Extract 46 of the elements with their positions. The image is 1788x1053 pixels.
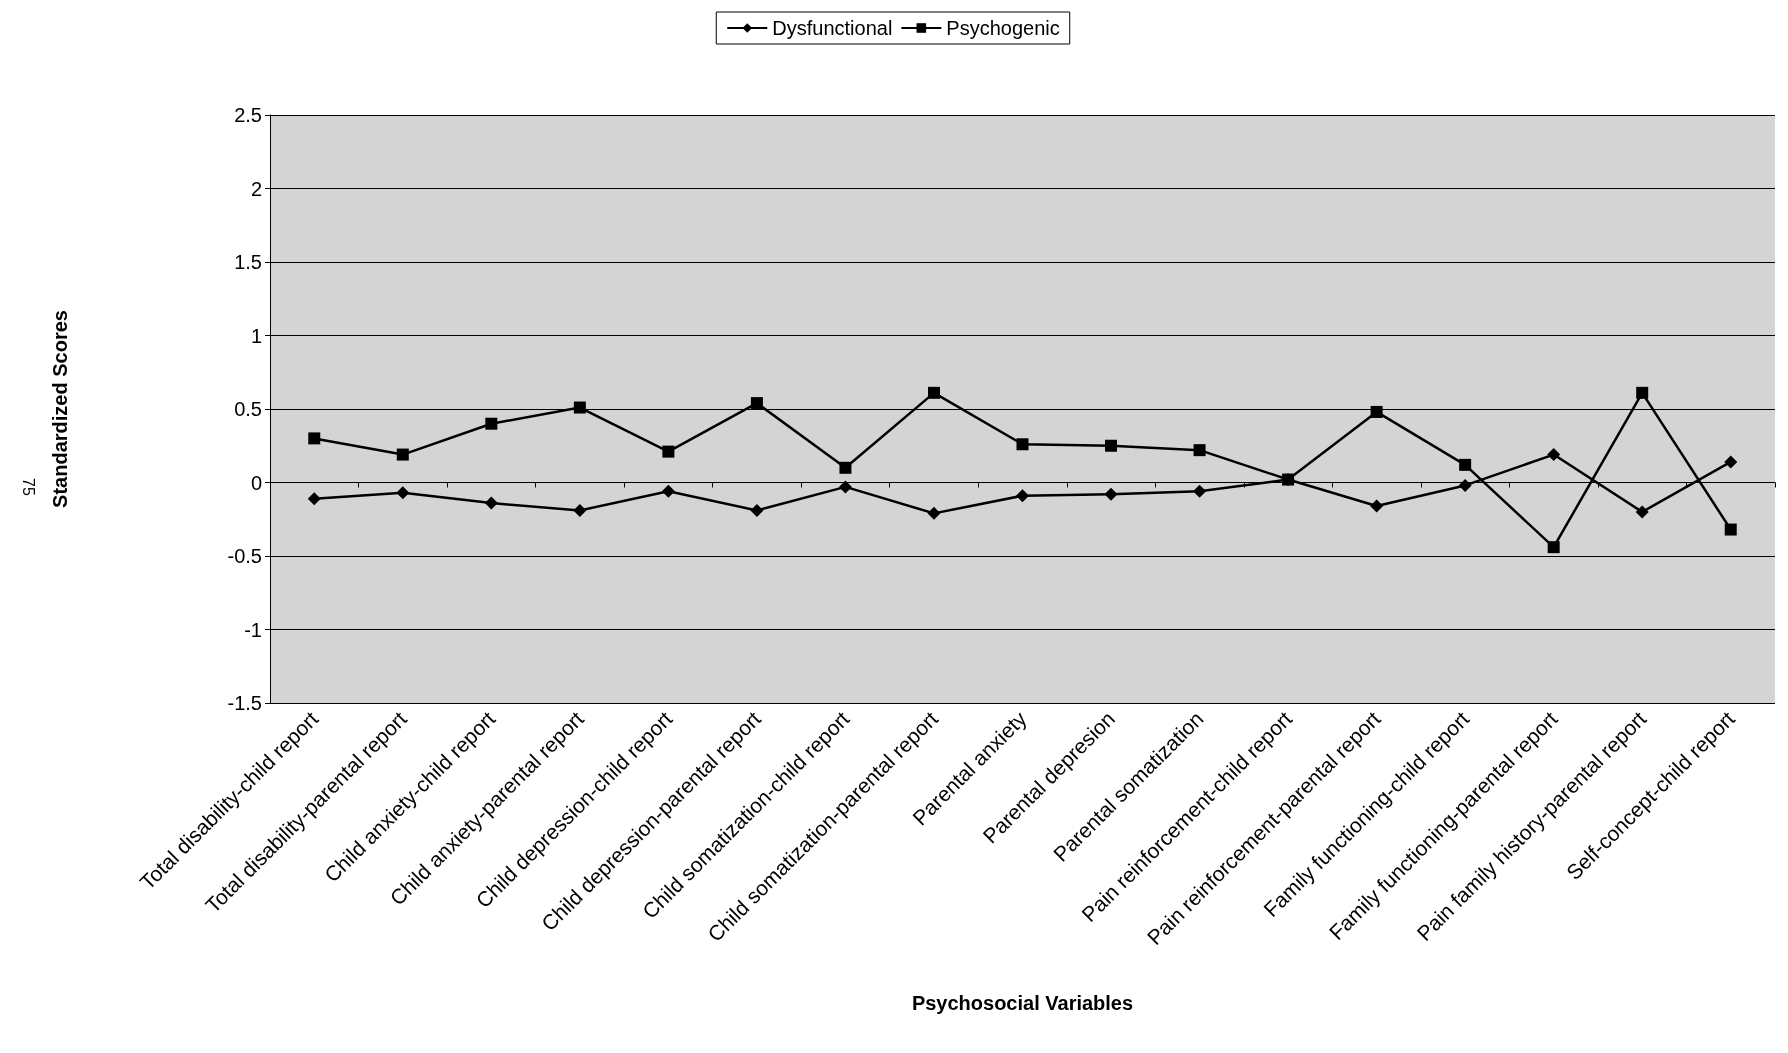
- point: [1547, 541, 1560, 554]
- point: [750, 397, 763, 410]
- y-tick-label: 0: [250, 471, 262, 494]
- x-axis-title: Psychosocial Variables: [911, 992, 1134, 1014]
- y-tick-label: -0.5: [227, 545, 262, 567]
- point: [1105, 439, 1118, 452]
- legend-label: Dysfunctional: [772, 17, 893, 39]
- point: [750, 503, 764, 517]
- point: [573, 401, 586, 414]
- point: [661, 484, 675, 498]
- point: [1016, 489, 1029, 503]
- point: [307, 492, 321, 506]
- point: [1458, 478, 1472, 492]
- y-tick-label: -1: [244, 618, 262, 641]
- text: 75: [19, 478, 37, 496]
- point: [1193, 484, 1207, 498]
- point: [1104, 487, 1118, 501]
- point: [308, 432, 321, 445]
- y-tick-label: 1.5: [234, 251, 262, 273]
- point: [573, 503, 587, 517]
- point: [1635, 505, 1649, 519]
- y-tick-label: 2: [250, 177, 262, 200]
- point: [1016, 438, 1029, 451]
- point: [838, 480, 852, 494]
- y-tick-label: 2.5: [234, 104, 262, 126]
- point: [484, 496, 498, 510]
- point: [662, 445, 675, 458]
- point: [1636, 386, 1649, 399]
- y-axis-title: Standardized Scores: [49, 310, 71, 508]
- point: [1193, 444, 1206, 457]
- point: [1370, 405, 1383, 418]
- point: [1370, 499, 1384, 513]
- point: [1547, 448, 1561, 462]
- y-tick-label: -1.5: [227, 692, 262, 714]
- point: [1724, 455, 1738, 469]
- legend-label: Psychogenic: [946, 17, 1060, 39]
- point: [927, 506, 941, 520]
- point: [927, 386, 940, 399]
- point: [396, 448, 409, 461]
- y-tick-label: 0.5: [234, 398, 262, 420]
- point: [396, 486, 410, 500]
- point: [485, 417, 498, 430]
- point: [1459, 458, 1472, 471]
- y-tick-label: 1: [250, 324, 262, 347]
- point: [839, 461, 852, 474]
- point: [1724, 523, 1737, 536]
